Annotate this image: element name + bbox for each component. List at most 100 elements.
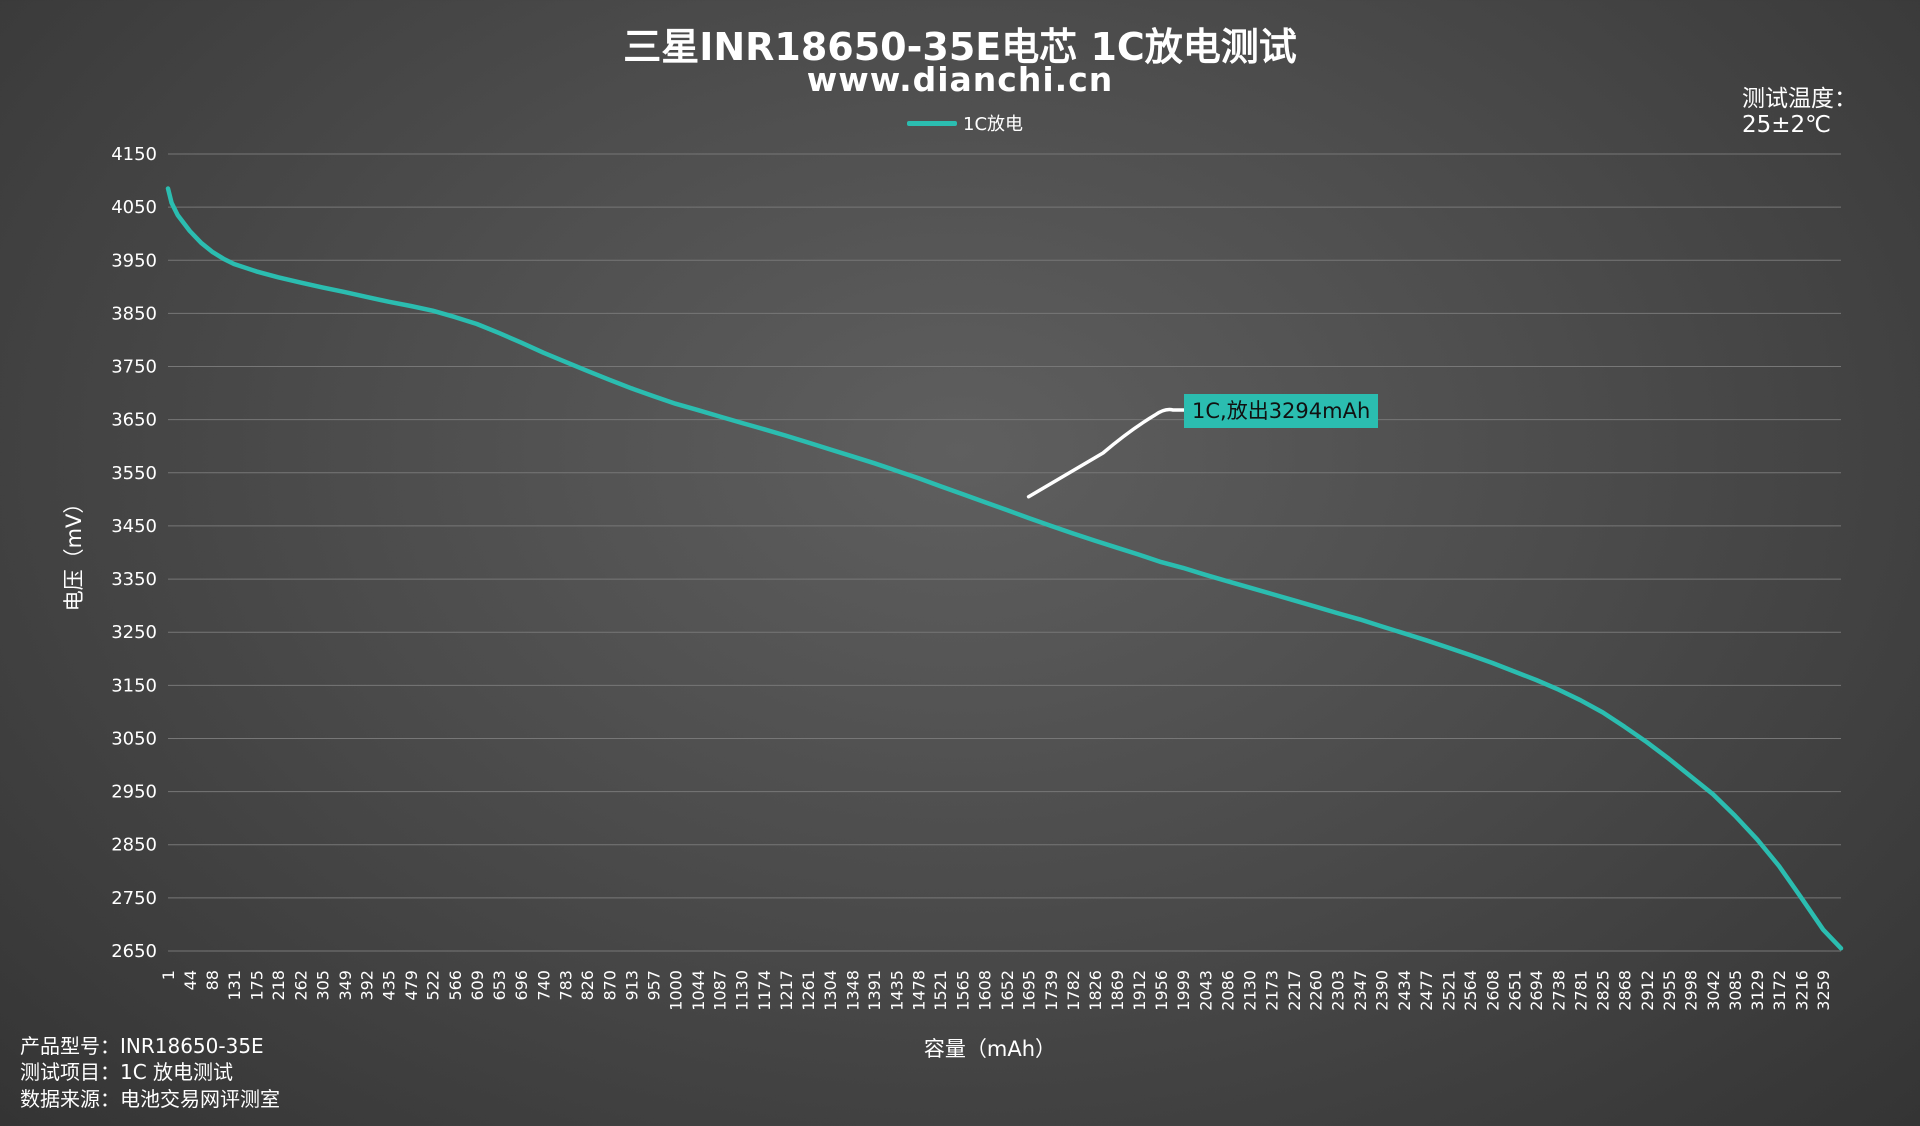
x-tick-label: 783 (556, 970, 575, 1001)
x-tick-label: 262 (292, 970, 311, 1001)
temperature-label: 测试温度： (1742, 86, 1857, 112)
x-tick-label: 2825 (1594, 970, 1613, 1011)
x-tick-label: 392 (358, 970, 377, 1001)
x-tick-label: 44 (181, 970, 200, 990)
x-tick-label: 2868 (1616, 970, 1635, 1011)
temperature-value: 25±2℃ (1742, 112, 1832, 138)
annotation-leader-line (1026, 407, 1186, 499)
x-tick-label: 2781 (1571, 970, 1590, 1011)
legend-label: 1C放电 (963, 114, 1024, 135)
x-tick-label: 913 (622, 970, 641, 1001)
y-tick-label: 3350 (111, 569, 157, 590)
x-tick-label: 1565 (954, 970, 973, 1011)
x-tick-label: 1912 (1130, 970, 1149, 1011)
x-tick-label: 349 (336, 970, 355, 1001)
x-tick-label: 1261 (799, 970, 818, 1011)
y-tick-label: 3650 (111, 410, 157, 431)
x-tick-label: 2998 (1682, 970, 1701, 1011)
x-tick-label: 2738 (1550, 970, 1569, 1011)
y-tick-label: 2850 (111, 835, 157, 856)
x-tick-label: 1044 (689, 970, 708, 1011)
x-tick-label: 1739 (1042, 970, 1061, 1011)
x-tick-label: 566 (446, 970, 465, 1001)
x-tick-label: 2217 (1285, 970, 1304, 1011)
x-tick-label: 1130 (733, 970, 752, 1011)
x-tick-label: 2086 (1218, 970, 1237, 1011)
x-tick-label: 2347 (1351, 970, 1370, 1011)
x-tick-label: 1348 (843, 970, 862, 1011)
y-tick-label: 3250 (111, 622, 157, 643)
y-axis-title: 电压（mV） (62, 492, 86, 612)
y-tick-label: 3850 (111, 303, 157, 324)
x-tick-label: 1999 (1174, 970, 1193, 1011)
y-tick-label: 4050 (111, 197, 157, 218)
grid-lines (168, 153, 1841, 952)
y-tick-label: 3050 (111, 728, 157, 749)
x-tick-label: 826 (578, 970, 597, 1001)
product-model: 产品型号：INR18650-35E (20, 1034, 264, 1058)
x-tick-label: 2043 (1196, 970, 1215, 1011)
x-tick-label: 2130 (1241, 970, 1260, 1011)
series-line (165, 186, 1844, 951)
x-tick-label: 2608 (1483, 970, 1502, 1011)
y-tick-label: 3750 (111, 357, 157, 378)
x-tick-label: 1087 (711, 970, 730, 1011)
y-tick-label: 3150 (111, 675, 157, 696)
x-tick-label: 1 (159, 970, 178, 980)
x-tick-label: 3042 (1704, 970, 1723, 1011)
x-tick-label: 1826 (1086, 970, 1105, 1011)
x-tick-label: 957 (645, 970, 664, 1001)
x-axis-title: 容量（mAh） (923, 1037, 1057, 1061)
x-tick-label: 1521 (931, 970, 950, 1011)
x-tick-label: 2477 (1417, 970, 1436, 1011)
y-tick-labels: 4150 4050 3950 3850 3750 3650 3550 3450 3350 3250… (111, 144, 157, 962)
x-tick-label: 2260 (1307, 970, 1326, 1011)
y-tick-label: 2750 (111, 888, 157, 909)
x-tick-label: 870 (600, 970, 619, 1001)
x-tick-label: 3259 (1814, 970, 1833, 1011)
x-tick-label: 479 (402, 970, 421, 1001)
x-tick-label: 1652 (998, 970, 1017, 1011)
x-tick-label: 435 (379, 970, 398, 1001)
x-tick-label: 3172 (1770, 970, 1789, 1011)
x-tick-label: 1869 (1108, 970, 1127, 1011)
series-lines (165, 186, 1844, 951)
x-tick-label: 175 (247, 970, 266, 1001)
x-tick-label: 1956 (1152, 970, 1171, 1011)
y-tick-label: 3950 (111, 250, 157, 271)
x-tick-label: 2303 (1329, 970, 1348, 1011)
chart-subtitle: www.dianchi.cn (806, 60, 1114, 99)
y-tick-label: 2650 (111, 941, 157, 962)
x-tick-label: 696 (512, 970, 531, 1001)
x-tick-label: 1435 (888, 970, 907, 1011)
x-tick-label: 1217 (777, 970, 796, 1011)
x-tick-label: 3129 (1748, 970, 1767, 1011)
x-tick-label: 609 (468, 970, 487, 1001)
x-tick-label: 522 (424, 970, 443, 1001)
y-tick-label: 3450 (111, 516, 157, 537)
y-tick-label: 2950 (111, 782, 157, 803)
x-tick-label: 1000 (667, 970, 686, 1011)
chart-title: 三星INR18650-35E电芯 1C放电测试 (623, 25, 1297, 69)
x-tick-label: 1304 (821, 970, 840, 1011)
legend-swatch (907, 120, 957, 126)
x-tick-label: 653 (490, 970, 509, 1001)
x-tick-label: 2521 (1439, 970, 1458, 1011)
x-tick-label: 3216 (1792, 970, 1811, 1011)
legend: 1C放电 (907, 110, 1023, 136)
x-tick-label: 1391 (865, 970, 884, 1011)
annotation-label: 1C,放出3294mAh (1184, 394, 1379, 428)
x-tick-label: 131 (225, 970, 244, 1001)
x-tick-label: 2434 (1395, 970, 1414, 1011)
x-tick-label: 740 (534, 970, 553, 1001)
x-tick-label: 2694 (1527, 970, 1546, 1011)
x-tick-labels: 1 44 88 131 175 218 262 305 349 392 435 479 522 566 60… (159, 970, 1833, 1011)
x-tick-label: 1782 (1064, 970, 1083, 1011)
x-tick-label: 1174 (755, 970, 774, 1011)
x-tick-label: 218 (269, 970, 288, 1001)
data-source: 数据来源：电池交易网评测室 (20, 1087, 280, 1111)
x-tick-label: 1478 (909, 970, 928, 1011)
x-tick-label: 2912 (1638, 970, 1657, 1011)
test-item: 测试项目：1C 放电测试 (20, 1060, 234, 1084)
